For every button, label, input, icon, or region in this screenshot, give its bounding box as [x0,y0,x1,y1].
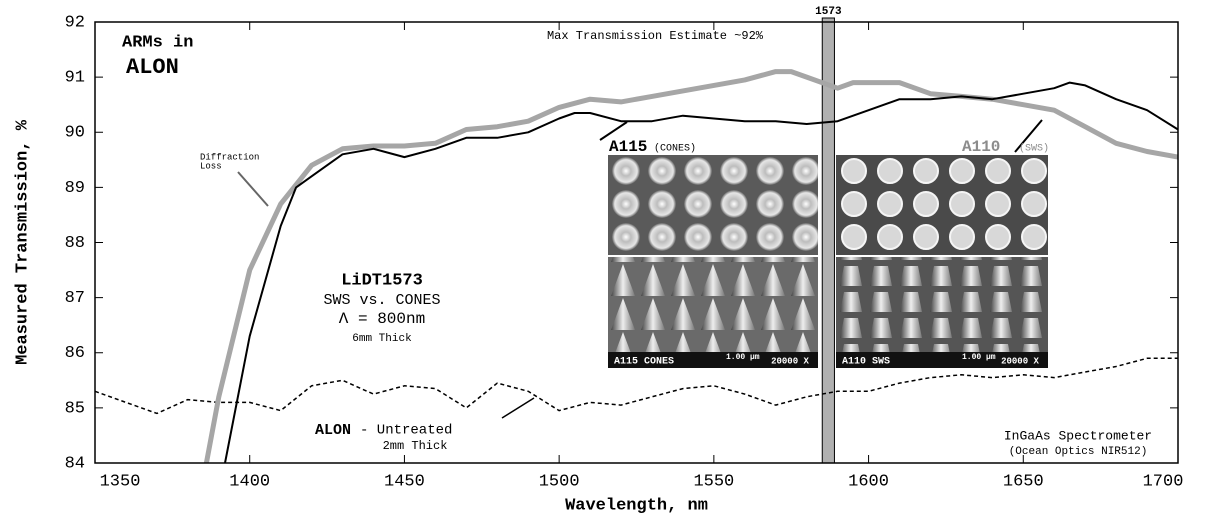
sem-top-view [608,155,818,256]
y-tick-label: 88 [65,234,85,253]
annotation: SWS vs. CONES [323,292,440,309]
annotation: - Untreated [360,423,452,439]
x-tick-label: 1350 [100,472,141,491]
annotation: Max Transmission Estimate ~92% [547,29,764,43]
image-scale: 1.00 µm [962,353,996,362]
sem-image-a115: A115 CONES 1.00 µm 20000 X [608,155,818,368]
y-tick-label: 92 [65,13,85,32]
series-line [94,357,1178,415]
series-label: A110 [962,138,1000,156]
series-line [203,69,1179,464]
pointer [599,121,628,141]
sem-side-view [836,256,1048,368]
image-caption: A115 CONES [614,357,674,368]
pointer [501,397,535,419]
annotation: Diffraction [200,152,259,162]
pointer [237,171,269,207]
annotation: Loss [200,161,222,171]
annotation: ALON [126,55,179,80]
y-tick-label: 89 [65,179,85,198]
sem-image-a110: A110 SWS 1.00 µm 20000 X [836,155,1048,368]
caption-bar [608,352,818,368]
annotation: InGaAs Spectrometer [1004,428,1152,443]
x-axis-label: Wavelength, nm [565,496,708,515]
x-tick-label: 1500 [539,472,580,491]
y-tick-label: 90 [65,124,85,143]
image-scale: 1.00 µm [726,353,760,362]
y-tick-label: 86 [65,344,85,363]
image-caption: A110 SWS [842,357,890,368]
series-line [224,81,1179,464]
image-magnification: 20000 X [771,356,809,366]
band-label: 1573 [815,6,842,18]
pointer [1014,119,1043,153]
image-magnification: 20000 X [1001,356,1039,366]
annotation: ARMs in [122,33,193,52]
annotation: (Ocean Optics NIR512) [1009,446,1148,458]
sem-side-view [608,256,818,368]
x-tick-label: 1400 [229,472,270,491]
annotation: Λ = 800nm [339,310,425,328]
x-tick-label: 1700 [1143,472,1184,491]
y-tick-label: 85 [65,399,85,418]
annotation: 2mm Thick [383,439,448,453]
x-tick-label: 1650 [1003,472,1044,491]
y-tick-label: 84 [65,454,85,473]
x-tick-label: 1450 [384,472,425,491]
annotation: LiDT1573 [341,271,423,290]
x-tick-label: 1550 [693,472,734,491]
annotation: (SWS) [1019,143,1049,155]
y-axis-label: Measured Transmission, % [13,119,32,365]
y-tick-label: 87 [65,289,85,308]
series-label: A115 [609,138,647,156]
annotation: 6mm Thick [352,333,412,345]
annotation: (CONES) [654,143,696,155]
sem-top-view [836,155,1048,256]
y-tick-label: 91 [65,69,85,88]
caption-bar [836,352,1048,368]
x-tick-label: 1600 [848,472,889,491]
series-label: ALON [315,422,351,439]
